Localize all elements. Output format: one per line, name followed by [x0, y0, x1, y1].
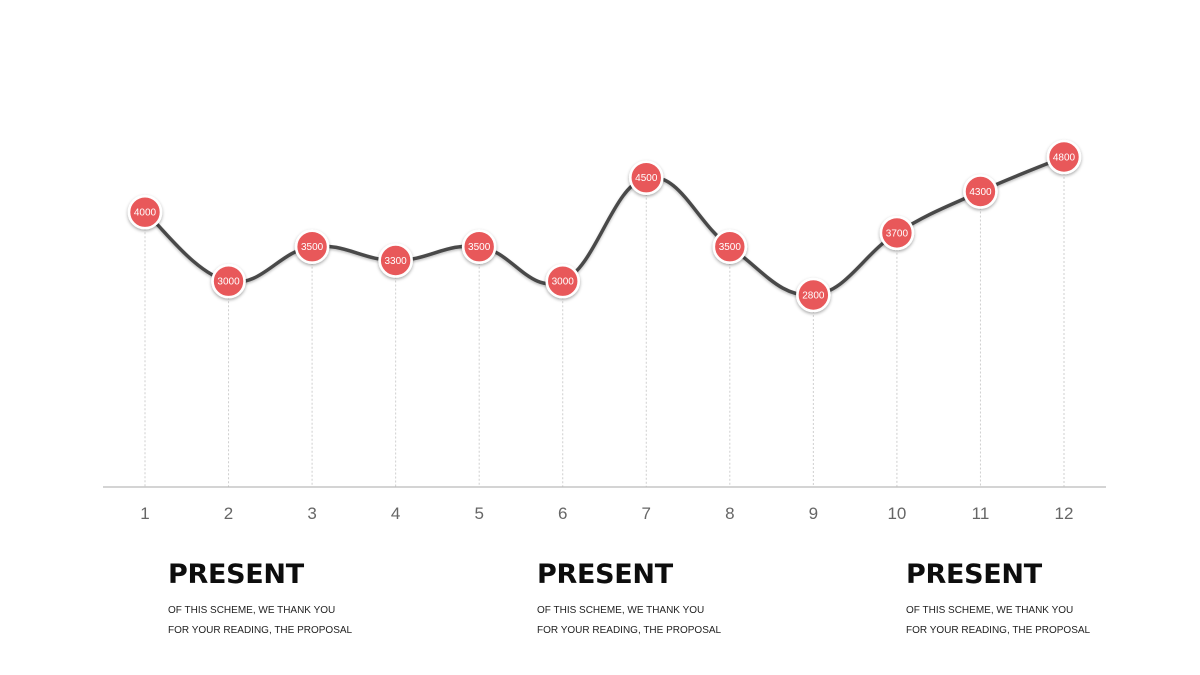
- x-tick-label: 3: [307, 504, 316, 523]
- data-point: 4300: [963, 174, 998, 209]
- x-tick-label: 9: [809, 504, 818, 523]
- data-point-marker: [628, 160, 664, 195]
- footer-text-line: OF THIS SCHEME, WE THANK YOU: [537, 605, 705, 616]
- data-point-label: 4800: [1053, 153, 1076, 164]
- data-point-marker: [378, 243, 413, 278]
- data-point-label: 3000: [552, 277, 575, 288]
- x-tick-label: 2: [224, 504, 233, 523]
- footer-text-line: OF THIS SCHEME, WE THANK YOU: [168, 605, 336, 616]
- data-point-marker: [1046, 139, 1082, 175]
- footer-block-2: PRESENT OF THIS SCHEME, WE THANK YOU FOR…: [537, 556, 797, 641]
- footer-heading: PRESENT: [537, 559, 673, 590]
- data-point-marker: [211, 263, 246, 299]
- data-point-marker: [712, 229, 748, 264]
- footer-heading: PRESENT: [906, 559, 1042, 590]
- data-point: 3500: [461, 229, 497, 264]
- footer-heading: PRESENT: [168, 559, 304, 590]
- data-point: 3000: [545, 263, 581, 299]
- footer-text-line: FOR YOUR READING, THE PROPOSAL: [168, 625, 353, 636]
- data-point-label: 2800: [802, 291, 825, 302]
- data-point: 4800: [1046, 139, 1082, 175]
- x-tick-label: 7: [642, 504, 651, 523]
- data-point: 4000: [127, 194, 163, 230]
- data-point: 4500: [628, 160, 664, 195]
- data-point: 3500: [712, 229, 748, 264]
- data-point-label: 3500: [468, 242, 491, 253]
- data-point-marker: [461, 229, 497, 264]
- chart-svg: 1 2 3 4 5 6 7 8 9 10 11 12 400030003500330035003000…: [103, 139, 1106, 523]
- footer-text-line: OF THIS SCHEME, WE THANK YOU: [906, 605, 1074, 616]
- data-point-marker: [796, 277, 831, 313]
- data-point: 3300: [378, 243, 413, 278]
- x-tick-label: 5: [474, 504, 483, 523]
- data-point: 3500: [294, 229, 330, 264]
- footer-block-3: PRESENT OF THIS SCHEME, WE THANK YOU FOR…: [906, 556, 1166, 641]
- x-tick-label: 8: [725, 504, 734, 523]
- x-tick-label: 10: [887, 504, 906, 523]
- data-point-marker: [127, 194, 163, 230]
- series-line: [143, 155, 1066, 297]
- data-point-label: 4300: [969, 187, 992, 198]
- data-point-label: 3500: [719, 242, 742, 253]
- data-point-label: 4000: [134, 208, 157, 219]
- data-point-label: 3700: [886, 228, 909, 239]
- footer-text-line: FOR YOUR READING, THE PROPOSAL: [906, 625, 1091, 636]
- data-point: 3700: [879, 215, 915, 251]
- x-tick-label: 12: [1055, 504, 1074, 523]
- data-point-label: 4500: [635, 173, 658, 184]
- data-point-label: 3000: [217, 277, 240, 288]
- data-point-marker: [879, 215, 915, 251]
- data-point-label: 3500: [301, 242, 324, 253]
- data-point-label: 3300: [385, 256, 408, 267]
- data-markers-group: 4000 3000 3500 3300 3500 3000 4500 3500 2800 3700…: [127, 139, 1082, 313]
- data-point-marker: [545, 263, 581, 299]
- data-point: 3000: [211, 263, 246, 299]
- footer-text-line: FOR YOUR READING, THE PROPOSAL: [537, 625, 722, 636]
- x-tick-labels-group: 1 2 3 4 5 6 7 8 9 10 11 12: [140, 504, 1073, 523]
- data-point: 2800: [796, 277, 831, 313]
- x-tick-label: 4: [391, 504, 400, 523]
- x-tick-label: 1: [140, 504, 149, 523]
- x-tick-label: 11: [972, 504, 990, 523]
- footer-block-1: PRESENT OF THIS SCHEME, WE THANK YOU FOR…: [168, 556, 428, 641]
- guide-lines-group: [144, 157, 1065, 487]
- data-point-marker: [294, 229, 330, 264]
- x-tick-label: 6: [558, 504, 567, 523]
- data-point-marker: [963, 174, 998, 209]
